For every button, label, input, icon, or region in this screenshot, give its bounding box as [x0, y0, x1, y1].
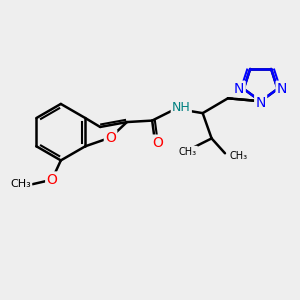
- Text: N: N: [234, 82, 244, 96]
- Text: O: O: [105, 130, 116, 145]
- Text: O: O: [153, 136, 164, 150]
- Text: CH₃: CH₃: [179, 147, 197, 157]
- Text: N: N: [256, 96, 266, 110]
- Text: O: O: [46, 173, 57, 187]
- Text: CH₃: CH₃: [11, 179, 31, 189]
- Text: CH₃: CH₃: [230, 151, 247, 161]
- Text: N: N: [277, 82, 287, 96]
- Text: NH: NH: [172, 101, 191, 114]
